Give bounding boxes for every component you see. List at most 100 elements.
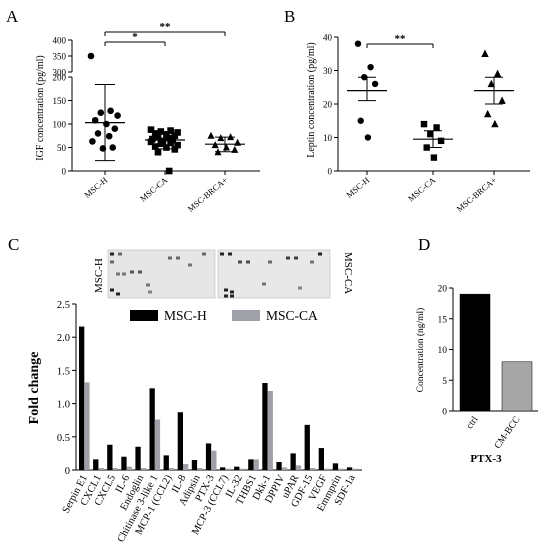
data-point	[91, 116, 99, 124]
bar-msc-ca	[84, 382, 90, 470]
bar-msc-ca	[338, 468, 344, 470]
y-tick-label: 0.5	[57, 433, 70, 444]
x-tick-label: MSC-CA	[138, 174, 170, 203]
y-tick-label: 0	[65, 466, 70, 477]
y-tick-label: 40	[323, 33, 333, 43]
data-point	[487, 79, 495, 88]
data-point	[493, 69, 502, 78]
bar-msc-h	[248, 459, 254, 470]
data-point	[87, 52, 95, 60]
bar-msc-h	[191, 460, 198, 470]
blot-spot	[130, 270, 134, 274]
bar-msc-ca	[98, 468, 104, 470]
blot-spot	[310, 260, 314, 264]
y-tick-label: 20	[438, 285, 448, 295]
blot-spot	[176, 256, 180, 260]
data-point	[89, 138, 96, 145]
y-tick-label: 100	[53, 120, 67, 130]
blot-spot	[146, 283, 150, 287]
y-tick-label: 10	[323, 133, 333, 143]
bar-msc-ca	[211, 450, 217, 470]
bar-msc-h	[276, 462, 282, 470]
y-tick-label: 50	[57, 143, 67, 153]
bar-msc-ca	[324, 468, 330, 470]
y-tick-label: 1.5	[57, 366, 70, 377]
bar-msc-h	[332, 463, 339, 470]
bar-msc-h	[205, 443, 212, 470]
data-point	[97, 109, 105, 117]
bar-msc-h	[107, 444, 113, 470]
y-tick-label: 1.0	[57, 400, 70, 411]
data-point	[437, 137, 445, 145]
bar-msc-h	[149, 388, 155, 470]
blot-spot	[110, 252, 114, 256]
bar-ctrl	[459, 293, 491, 412]
blot-image	[107, 249, 331, 299]
bar-msc-ca	[225, 468, 231, 470]
data-point	[174, 141, 181, 149]
panel-letter-c: C	[8, 235, 19, 254]
bar-msc-ca	[352, 468, 358, 470]
y-tick-label: 400	[53, 36, 67, 46]
data-point	[157, 140, 165, 148]
x-tick-label: CM-BCC	[493, 415, 522, 451]
data-point	[105, 132, 113, 140]
blot-spot	[318, 252, 322, 256]
blot-spot	[268, 260, 272, 264]
y-tick-label: 200	[53, 73, 67, 83]
data-point	[371, 80, 379, 88]
y-tick-label: 300	[53, 68, 67, 78]
data-point	[167, 139, 174, 147]
blot-spot	[230, 294, 234, 298]
significance-label: *	[132, 31, 138, 43]
data-point	[207, 131, 215, 139]
data-point	[364, 134, 372, 141]
y-axis-label: IGF concentration (pg/ml)	[35, 55, 46, 161]
bar-msc-h	[93, 459, 99, 470]
data-point	[157, 128, 165, 135]
data-point	[94, 130, 102, 137]
blot-spot	[110, 260, 114, 264]
bar-cm-bcc	[501, 361, 533, 412]
bar-msc-h	[163, 455, 169, 470]
bar-msc-ca	[295, 465, 302, 470]
legend-label: MSC-H	[164, 308, 207, 323]
y-tick-label: 30	[323, 66, 333, 76]
legend-label: MSC-CA	[266, 308, 318, 323]
data-point	[147, 126, 155, 133]
blot-membrane-msc-h	[107, 249, 216, 299]
blot-spot	[224, 288, 228, 292]
data-point	[163, 144, 170, 151]
data-point	[357, 117, 364, 124]
y-tick-label: 15	[438, 315, 448, 325]
bar-msc-h	[177, 412, 183, 470]
blot-label-msc-h: MSC-H	[93, 258, 105, 293]
blot-spot	[220, 252, 224, 256]
blot-spot	[262, 282, 266, 286]
data-point	[154, 148, 162, 156]
data-point	[107, 107, 114, 115]
bar-msc-ca	[112, 468, 118, 470]
bar-msc-h	[135, 446, 141, 470]
blot-spot	[116, 292, 120, 296]
bar-msc-ca	[154, 419, 161, 470]
data-point	[163, 131, 170, 138]
data-point	[165, 134, 173, 142]
data-point	[433, 124, 440, 131]
data-point	[430, 154, 438, 161]
blot-spot	[224, 294, 228, 298]
y-tick-label: 20	[323, 100, 333, 110]
data-point	[111, 125, 119, 132]
data-point	[114, 112, 121, 119]
panel-letter-b: B	[284, 7, 295, 26]
blot-spot	[110, 288, 114, 292]
x-tick-label: MSC-H	[344, 175, 371, 200]
data-point	[484, 109, 492, 118]
y-tick-label: 350	[53, 52, 67, 62]
data-point	[231, 145, 239, 153]
significance-label: **	[395, 33, 407, 45]
bar-msc-h	[262, 383, 268, 470]
bar-msc-ca	[140, 468, 146, 470]
blot-spot	[228, 252, 232, 256]
